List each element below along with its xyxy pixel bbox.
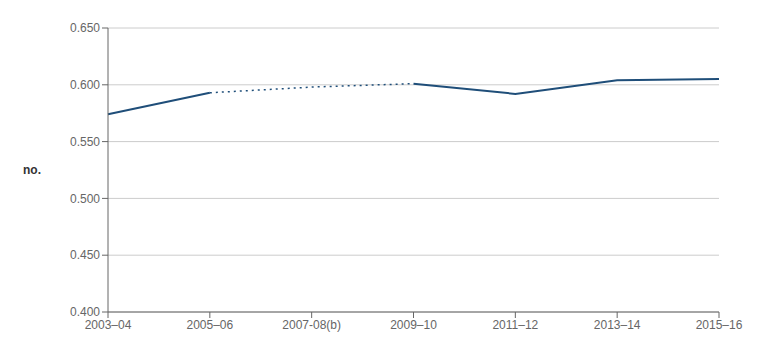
svg-text:no.: no. <box>23 163 41 177</box>
svg-text:2007-08(b): 2007-08(b) <box>282 318 341 332</box>
svg-text:0.450: 0.450 <box>70 248 100 262</box>
svg-text:0.500: 0.500 <box>70 192 100 206</box>
svg-text:2003–04: 2003–04 <box>85 318 132 332</box>
svg-text:0.600: 0.600 <box>70 78 100 92</box>
svg-text:2015–16: 2015–16 <box>696 318 743 332</box>
svg-text:0.550: 0.550 <box>70 135 100 149</box>
svg-text:2013–14: 2013–14 <box>594 318 641 332</box>
svg-text:2005–06: 2005–06 <box>186 318 233 332</box>
svg-text:2011–12: 2011–12 <box>492 318 538 332</box>
svg-text:0.400: 0.400 <box>70 305 100 319</box>
svg-text:0.650: 0.650 <box>70 21 100 35</box>
svg-text:2009–10: 2009–10 <box>390 318 437 332</box>
